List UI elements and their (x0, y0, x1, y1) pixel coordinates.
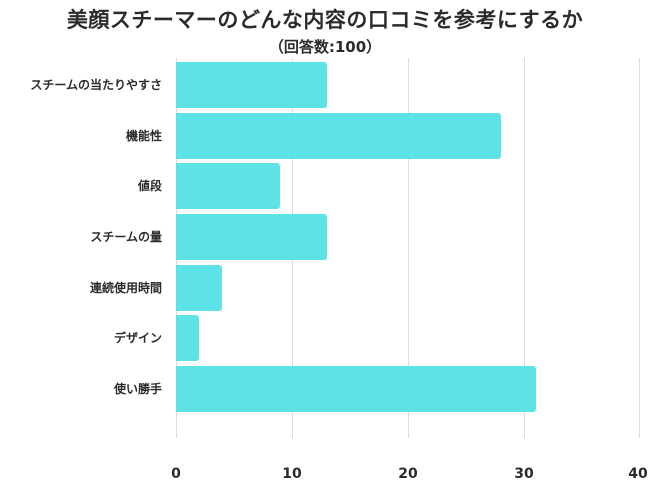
bar (176, 265, 223, 311)
x-tick-label: 40 (628, 466, 648, 482)
x-tick-label: 10 (282, 466, 302, 482)
chart-title: 美顔スチーマーのどんな内容の口コミを参考にするか (66, 8, 584, 32)
category-label: 連続使用時間 (89, 281, 162, 295)
bar (176, 366, 536, 412)
x-tick-label: 0 (171, 466, 181, 482)
gridline-30 (524, 58, 525, 438)
x-tick-label: 20 (398, 466, 418, 482)
x-tick-label: 30 (514, 466, 534, 482)
bar (176, 163, 281, 209)
category-label: スチームの当たりやすさ (30, 78, 162, 92)
bar (176, 62, 327, 108)
bar (176, 315, 200, 361)
gridline-40 (639, 58, 640, 438)
gridline-20 (408, 58, 409, 438)
category-label: スチームの量 (90, 230, 162, 244)
chart-subtitle: （回答数:100） (268, 38, 382, 56)
category-label: 機能性 (125, 129, 162, 143)
category-label: デザイン (113, 331, 162, 345)
bar (176, 214, 327, 260)
bar (176, 113, 501, 159)
category-label: 値段 (137, 179, 162, 193)
plot-area (176, 58, 640, 438)
category-label: 使い勝手 (113, 382, 162, 396)
